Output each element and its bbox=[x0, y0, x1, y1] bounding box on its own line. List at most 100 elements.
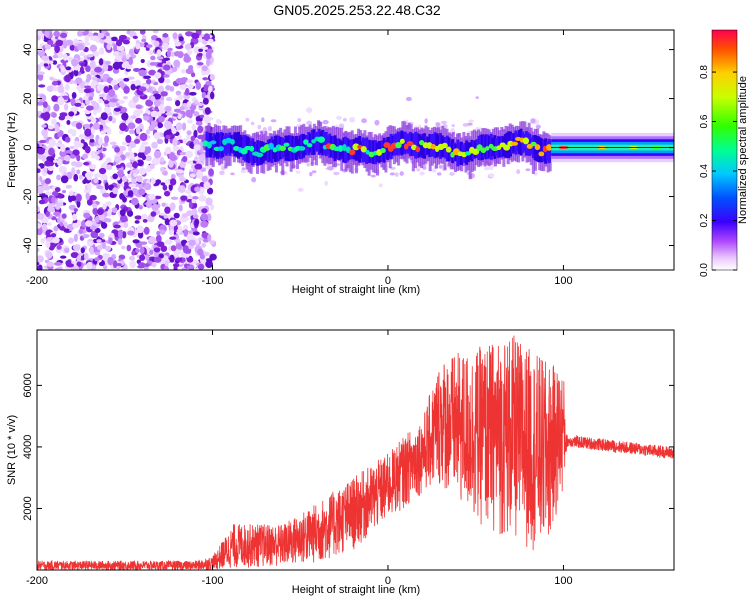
spectrogram-noise-cell bbox=[102, 142, 109, 147]
spectrogram-noise-cell bbox=[50, 233, 57, 238]
spectrogram-noise-cell bbox=[98, 232, 105, 239]
signal-peak-cell bbox=[352, 143, 360, 151]
spectrogram-noise-cell bbox=[71, 92, 77, 99]
signal-core-cell bbox=[226, 134, 230, 154]
spectrogram-noise-cell bbox=[49, 76, 55, 81]
spectrogram-noise-cell bbox=[84, 35, 90, 43]
spectrogram-noise-cell bbox=[109, 98, 118, 103]
spectrogram-noise-cell bbox=[203, 181, 211, 190]
spectrogram-noise-cell bbox=[203, 83, 209, 90]
spectrogram-noise-cell bbox=[89, 44, 98, 52]
spectrogram-noise-cell bbox=[76, 85, 81, 91]
spectrogram-noise-cell bbox=[121, 62, 126, 69]
spectrogram-noise-cell bbox=[153, 132, 161, 140]
signal-core-cell bbox=[321, 129, 325, 156]
spectrogram-noise-cell bbox=[182, 245, 189, 254]
spectrogram-noise-cell bbox=[117, 229, 123, 239]
spectrogram-noise-cell bbox=[150, 120, 158, 128]
spectrogram-noise-cell bbox=[44, 160, 52, 167]
spectrogram-noise-cell bbox=[156, 230, 161, 236]
spectrogram-noise-cell bbox=[69, 154, 76, 159]
signal-core-cell bbox=[301, 133, 305, 158]
spectrogram-noise-cell bbox=[112, 187, 119, 195]
spectrogram-noise-cell bbox=[121, 231, 127, 239]
spectrogram-noise-cell bbox=[128, 183, 137, 188]
signal-peak-cell bbox=[255, 152, 264, 158]
spectrogram-noise-cell bbox=[94, 151, 100, 155]
spectrogram-noise-cell bbox=[205, 197, 213, 206]
spectrogram-y-tick-label: 20 bbox=[22, 92, 34, 104]
spectrogram-noise-cell bbox=[195, 81, 202, 90]
spectrogram-scatter-cell bbox=[349, 117, 356, 123]
spectrogram-noise-cell bbox=[37, 174, 40, 180]
spectrogram-noise-cell bbox=[60, 32, 68, 39]
spectrogram-noise-cell bbox=[105, 32, 110, 36]
spectrogram-noise-cell bbox=[155, 195, 162, 200]
colorbar-tick-label: 0.8 bbox=[699, 65, 710, 79]
spectrogram-noise-cell bbox=[114, 146, 120, 153]
spectrogram-noise-cell bbox=[99, 213, 105, 221]
spectrogram-noise-cell bbox=[85, 220, 93, 227]
spectrogram-noise-cell bbox=[121, 245, 126, 250]
signal-core-cell bbox=[517, 130, 521, 155]
spectrogram-noise-cell bbox=[159, 229, 166, 235]
signal-core-cell bbox=[386, 137, 390, 160]
spectrogram-noise-cell bbox=[137, 264, 145, 269]
spectrogram-noise-cell bbox=[179, 151, 187, 156]
spectrogram-noise-cell bbox=[78, 228, 83, 235]
spectrogram-noise-cell bbox=[198, 237, 204, 241]
signal-peak-cell bbox=[411, 144, 417, 151]
spectrogram-noise-cell bbox=[96, 84, 104, 92]
spectrogram-noise-cell bbox=[152, 157, 161, 166]
spectrogram-noise-cell bbox=[148, 236, 157, 244]
spectrogram-scatter-cell bbox=[306, 107, 313, 114]
signal-peak-cell bbox=[342, 144, 347, 152]
spectrogram-noise-cell bbox=[63, 103, 69, 111]
spectrogram-noise-cell bbox=[194, 163, 203, 170]
signal-core-cell bbox=[416, 133, 420, 158]
spectrogram-noise-cell bbox=[110, 141, 117, 145]
spectrogram-noise-cell bbox=[82, 179, 87, 185]
spectrogram-noise-cell bbox=[150, 95, 156, 102]
spectrogram-noise-cell bbox=[60, 175, 69, 184]
spectrogram-noise-cell bbox=[59, 222, 64, 227]
spectrogram-noise-cell bbox=[48, 147, 55, 156]
signal-peak-cell bbox=[306, 143, 313, 148]
spectrogram-noise-cell bbox=[170, 245, 177, 252]
spectrogram-noise-cell bbox=[164, 206, 171, 214]
signal-peak-cell bbox=[283, 142, 290, 147]
spectrogram-noise-cell bbox=[45, 240, 51, 249]
spectrogram-noise-cell bbox=[103, 85, 109, 94]
spectrogram-noise-cell bbox=[129, 260, 136, 269]
signal-core-cell bbox=[531, 135, 535, 159]
signal-core-cell bbox=[384, 140, 388, 159]
spectrogram-noise-cell bbox=[108, 237, 113, 245]
spectrogram-noise-cell bbox=[186, 134, 191, 140]
spectrogram-noise-cell bbox=[98, 167, 107, 175]
spectrogram-noise-cell bbox=[172, 263, 180, 268]
spectrogram-noise-cell bbox=[156, 56, 164, 60]
spectrogram-noise-cell bbox=[112, 173, 118, 180]
spectrogram-scatter-cell bbox=[467, 122, 473, 126]
spectrogram-noise-cell bbox=[74, 161, 83, 168]
spectrogram-noise-cell bbox=[201, 208, 208, 214]
spectrogram-noise-cell bbox=[102, 252, 111, 259]
spectrogram-noise-cell bbox=[119, 34, 127, 40]
spectrogram-noise-cell bbox=[104, 245, 112, 252]
spectrogram-noise-cell bbox=[174, 41, 182, 47]
spectrogram-noise-cell bbox=[150, 80, 155, 84]
spectrogram-noise-cell bbox=[97, 32, 105, 39]
signal-core-cell bbox=[210, 136, 214, 154]
spectrogram-noise-cell bbox=[154, 181, 160, 186]
spectrogram-noise-cell bbox=[37, 147, 45, 155]
spectrogram-noise-cell bbox=[37, 205, 40, 213]
spectrogram-noise-cell bbox=[181, 213, 189, 218]
spectrogram-noise-cell bbox=[158, 115, 165, 123]
spectrogram-noise-cell bbox=[75, 77, 83, 84]
spectrogram-scatter-cell bbox=[257, 124, 262, 130]
spectrogram-noise-cell bbox=[73, 208, 78, 212]
signal-core-cell bbox=[451, 139, 455, 164]
spectrogram-scatter-cell bbox=[435, 122, 441, 127]
spectrogram-noise-cell bbox=[170, 196, 179, 200]
spectrogram-noise-cell bbox=[132, 95, 139, 103]
